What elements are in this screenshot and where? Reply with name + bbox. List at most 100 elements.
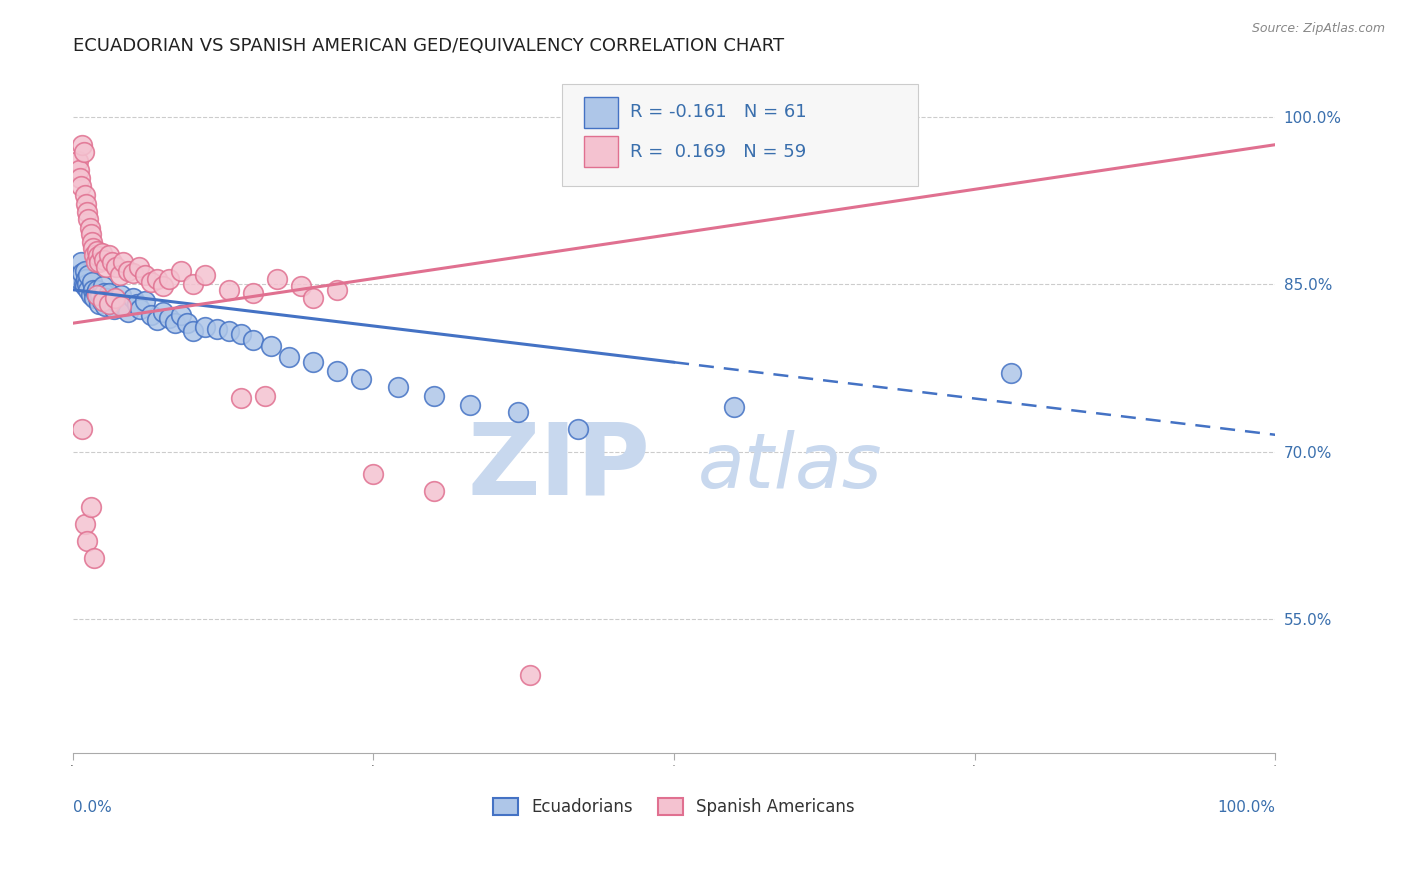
Point: [105, 293, 128, 308]
Point: [101, 255, 124, 269]
Point: [73, 187, 96, 202]
Point: [96, 260, 118, 275]
Point: [134, 268, 156, 283]
Point: [350, 372, 373, 386]
Text: Source: ZipAtlas.com: Source: ZipAtlas.com: [1251, 22, 1385, 36]
Point: [146, 271, 169, 285]
Point: [91, 293, 114, 308]
Point: [205, 322, 228, 336]
Point: [125, 297, 148, 311]
Point: [134, 293, 156, 308]
Point: [326, 364, 349, 378]
Point: [80, 227, 103, 241]
Point: [567, 422, 589, 436]
Text: ZIP: ZIP: [467, 418, 650, 516]
Point: [170, 309, 193, 323]
Point: [90, 246, 112, 260]
Point: [87, 291, 110, 305]
Text: R =  0.169   N = 59: R = 0.169 N = 59: [630, 143, 806, 161]
Point: [75, 196, 97, 211]
Point: [458, 398, 481, 412]
Point: [93, 252, 115, 267]
Point: [93, 286, 115, 301]
Point: [100, 293, 122, 308]
Point: [72, 422, 94, 436]
Point: [80, 235, 103, 249]
Point: [152, 305, 174, 319]
Point: [97, 297, 120, 311]
Point: [94, 300, 117, 314]
Point: [83, 248, 105, 262]
Point: [422, 389, 444, 403]
Text: 0.0%: 0.0%: [73, 800, 111, 815]
Point: [278, 350, 301, 364]
Point: [163, 316, 186, 330]
Point: [73, 517, 96, 532]
Point: [231, 327, 253, 342]
Point: [260, 338, 283, 352]
Point: [194, 319, 217, 334]
Point: [387, 380, 409, 394]
Point: [108, 268, 131, 283]
Point: [363, 467, 385, 481]
Point: [67, 163, 90, 178]
Point: [117, 264, 139, 278]
Text: 100.0%: 100.0%: [1218, 800, 1275, 815]
Bar: [583, 96, 617, 128]
Point: [75, 271, 97, 285]
Point: [176, 316, 198, 330]
Point: [89, 297, 111, 311]
FancyBboxPatch shape: [562, 84, 918, 186]
Point: [128, 260, 150, 275]
Point: [122, 266, 145, 280]
Point: [231, 391, 253, 405]
Point: [122, 291, 145, 305]
Point: [254, 389, 277, 403]
Point: [218, 324, 240, 338]
Point: [73, 279, 96, 293]
Text: atlas: atlas: [699, 430, 883, 504]
Point: [67, 271, 90, 285]
Point: [114, 300, 136, 314]
Point: [90, 293, 112, 308]
Point: [91, 279, 114, 293]
Point: [89, 255, 111, 269]
Point: [77, 268, 100, 283]
Point: [69, 171, 91, 186]
Point: [302, 355, 325, 369]
Point: [83, 291, 105, 305]
Point: [66, 154, 89, 169]
Point: [107, 297, 129, 311]
Point: [506, 405, 529, 419]
Bar: [583, 136, 617, 168]
Point: [87, 249, 110, 263]
Point: [139, 275, 162, 289]
Point: [146, 313, 169, 327]
Point: [82, 283, 104, 297]
Point: [110, 300, 132, 314]
Point: [242, 286, 264, 301]
Point: [97, 248, 120, 262]
Point: [70, 255, 93, 269]
Point: [96, 291, 118, 305]
Point: [84, 255, 107, 269]
Point: [1000, 367, 1022, 381]
Point: [72, 145, 94, 160]
Text: R = -0.161   N = 61: R = -0.161 N = 61: [630, 103, 806, 121]
Point: [84, 286, 107, 301]
Point: [112, 255, 135, 269]
Point: [326, 283, 349, 297]
Point: [218, 283, 240, 297]
Point: [86, 283, 108, 297]
Point: [80, 288, 103, 302]
Point: [77, 212, 100, 227]
Point: [723, 400, 745, 414]
Point: [82, 242, 104, 256]
Point: [129, 301, 152, 316]
Point: [110, 288, 132, 302]
Point: [519, 667, 541, 681]
Point: [302, 291, 325, 305]
Point: [76, 533, 98, 548]
Point: [266, 271, 288, 285]
Point: [70, 178, 93, 193]
